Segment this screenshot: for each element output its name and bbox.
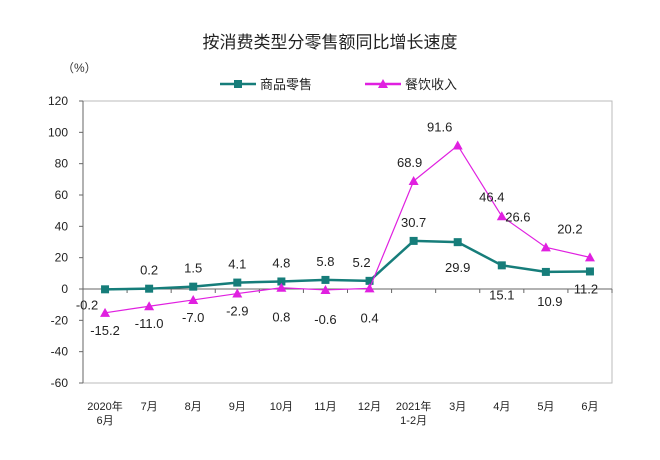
y-tick-label: 40 xyxy=(55,219,69,233)
data-label: -0.2 xyxy=(76,297,98,312)
legend-label: 商品零售 xyxy=(260,77,312,92)
data-label: 91.6 xyxy=(427,119,452,134)
plot-area-border xyxy=(82,100,613,384)
x-tick-label: 4月 xyxy=(493,401,510,413)
data-point-catering xyxy=(452,140,463,150)
legend-label: 餐饮收入 xyxy=(405,77,457,92)
y-tick-label: 100 xyxy=(48,125,68,139)
data-point-catering xyxy=(320,284,331,294)
data-point-catering xyxy=(496,211,507,221)
data-label: 4.1 xyxy=(228,257,246,272)
data-label: 46.4 xyxy=(479,189,504,204)
data-point-retail xyxy=(145,284,154,293)
y-axis-unit: （%） xyxy=(62,61,97,75)
y-tick-label: 20 xyxy=(55,251,69,265)
data-label: 11.2 xyxy=(574,281,598,296)
x-tick-label: 9月 xyxy=(229,401,246,413)
x-tick-label: 6月 xyxy=(96,415,113,427)
x-tick-label: 6月 xyxy=(581,401,598,413)
data-point-catering xyxy=(276,282,287,292)
data-label: 1.5 xyxy=(184,261,202,276)
data-point-catering xyxy=(408,176,419,186)
x-tick-label: 2020年 xyxy=(87,399,122,413)
x-tick-label: 11月 xyxy=(314,401,336,413)
x-tick-label: 8月 xyxy=(185,401,202,413)
legend-marker-triangle-icon xyxy=(378,79,388,88)
data-point-retail xyxy=(497,261,506,270)
series-line-retail xyxy=(105,239,590,291)
data-point-retail xyxy=(321,275,330,284)
data-point-catering xyxy=(232,288,243,298)
x-tick-label: 3月 xyxy=(449,401,466,413)
data-label: 5.2 xyxy=(353,255,371,270)
x-tick-label: 12月 xyxy=(358,401,381,413)
data-label: 20.2 xyxy=(557,221,582,236)
y-tick-label: -60 xyxy=(51,376,69,390)
data-point-catering xyxy=(540,242,551,252)
y-tick-label: 80 xyxy=(55,157,69,171)
data-point-catering xyxy=(100,307,111,317)
y-tick-label: -40 xyxy=(51,345,69,359)
chart-title: 按消费类型分零售额同比增长速度 xyxy=(203,33,458,52)
x-tick-label: 2021年 xyxy=(396,399,431,413)
y-tick-label: 0 xyxy=(61,282,68,296)
data-label: -2.9 xyxy=(226,304,248,319)
data-point-retail xyxy=(453,238,462,247)
x-tick-label: 5月 xyxy=(537,401,554,413)
data-label: -7.0 xyxy=(182,310,204,325)
y-tick-label: -20 xyxy=(51,313,69,327)
series-line-catering xyxy=(104,144,591,314)
data-point-retail xyxy=(585,267,594,276)
data-label: 5.8 xyxy=(316,254,334,269)
data-label: 0.2 xyxy=(140,263,158,278)
data-label: -0.6 xyxy=(314,312,336,327)
data-point-catering xyxy=(364,283,375,293)
data-label: 0.4 xyxy=(361,310,379,325)
legend: 商品零售 餐饮收入 xyxy=(220,77,457,92)
data-label: 4.8 xyxy=(272,255,290,270)
x-tick-label: 1-2月 xyxy=(400,415,427,427)
data-point-retail xyxy=(409,236,418,245)
data-label: 30.7 xyxy=(401,215,426,230)
y-tick-label: 60 xyxy=(55,188,69,202)
data-label: -15.2 xyxy=(90,323,120,338)
data-point-retail xyxy=(365,276,374,285)
data-point-catering xyxy=(144,301,155,311)
data-label: 0.8 xyxy=(272,310,290,325)
x-tick-label: 10月 xyxy=(270,401,293,413)
y-tick-label: 120 xyxy=(48,94,68,108)
data-label: 26.6 xyxy=(505,209,530,224)
x-tick-label: 7月 xyxy=(141,401,158,413)
data-point-retail xyxy=(101,285,110,294)
data-label: 15.1 xyxy=(489,287,514,302)
data-label: -11.0 xyxy=(135,316,164,331)
data-point-retail xyxy=(277,277,286,286)
data-label: 29.9 xyxy=(445,260,470,275)
data-point-retail xyxy=(541,267,550,276)
data-point-retail xyxy=(189,282,198,291)
legend-marker-square-icon xyxy=(234,80,242,88)
data-point-catering xyxy=(584,252,595,262)
data-point-catering xyxy=(188,294,199,304)
data-point-retail xyxy=(233,278,242,287)
data-label: 68.9 xyxy=(397,155,422,170)
data-label: 10.9 xyxy=(537,294,562,309)
